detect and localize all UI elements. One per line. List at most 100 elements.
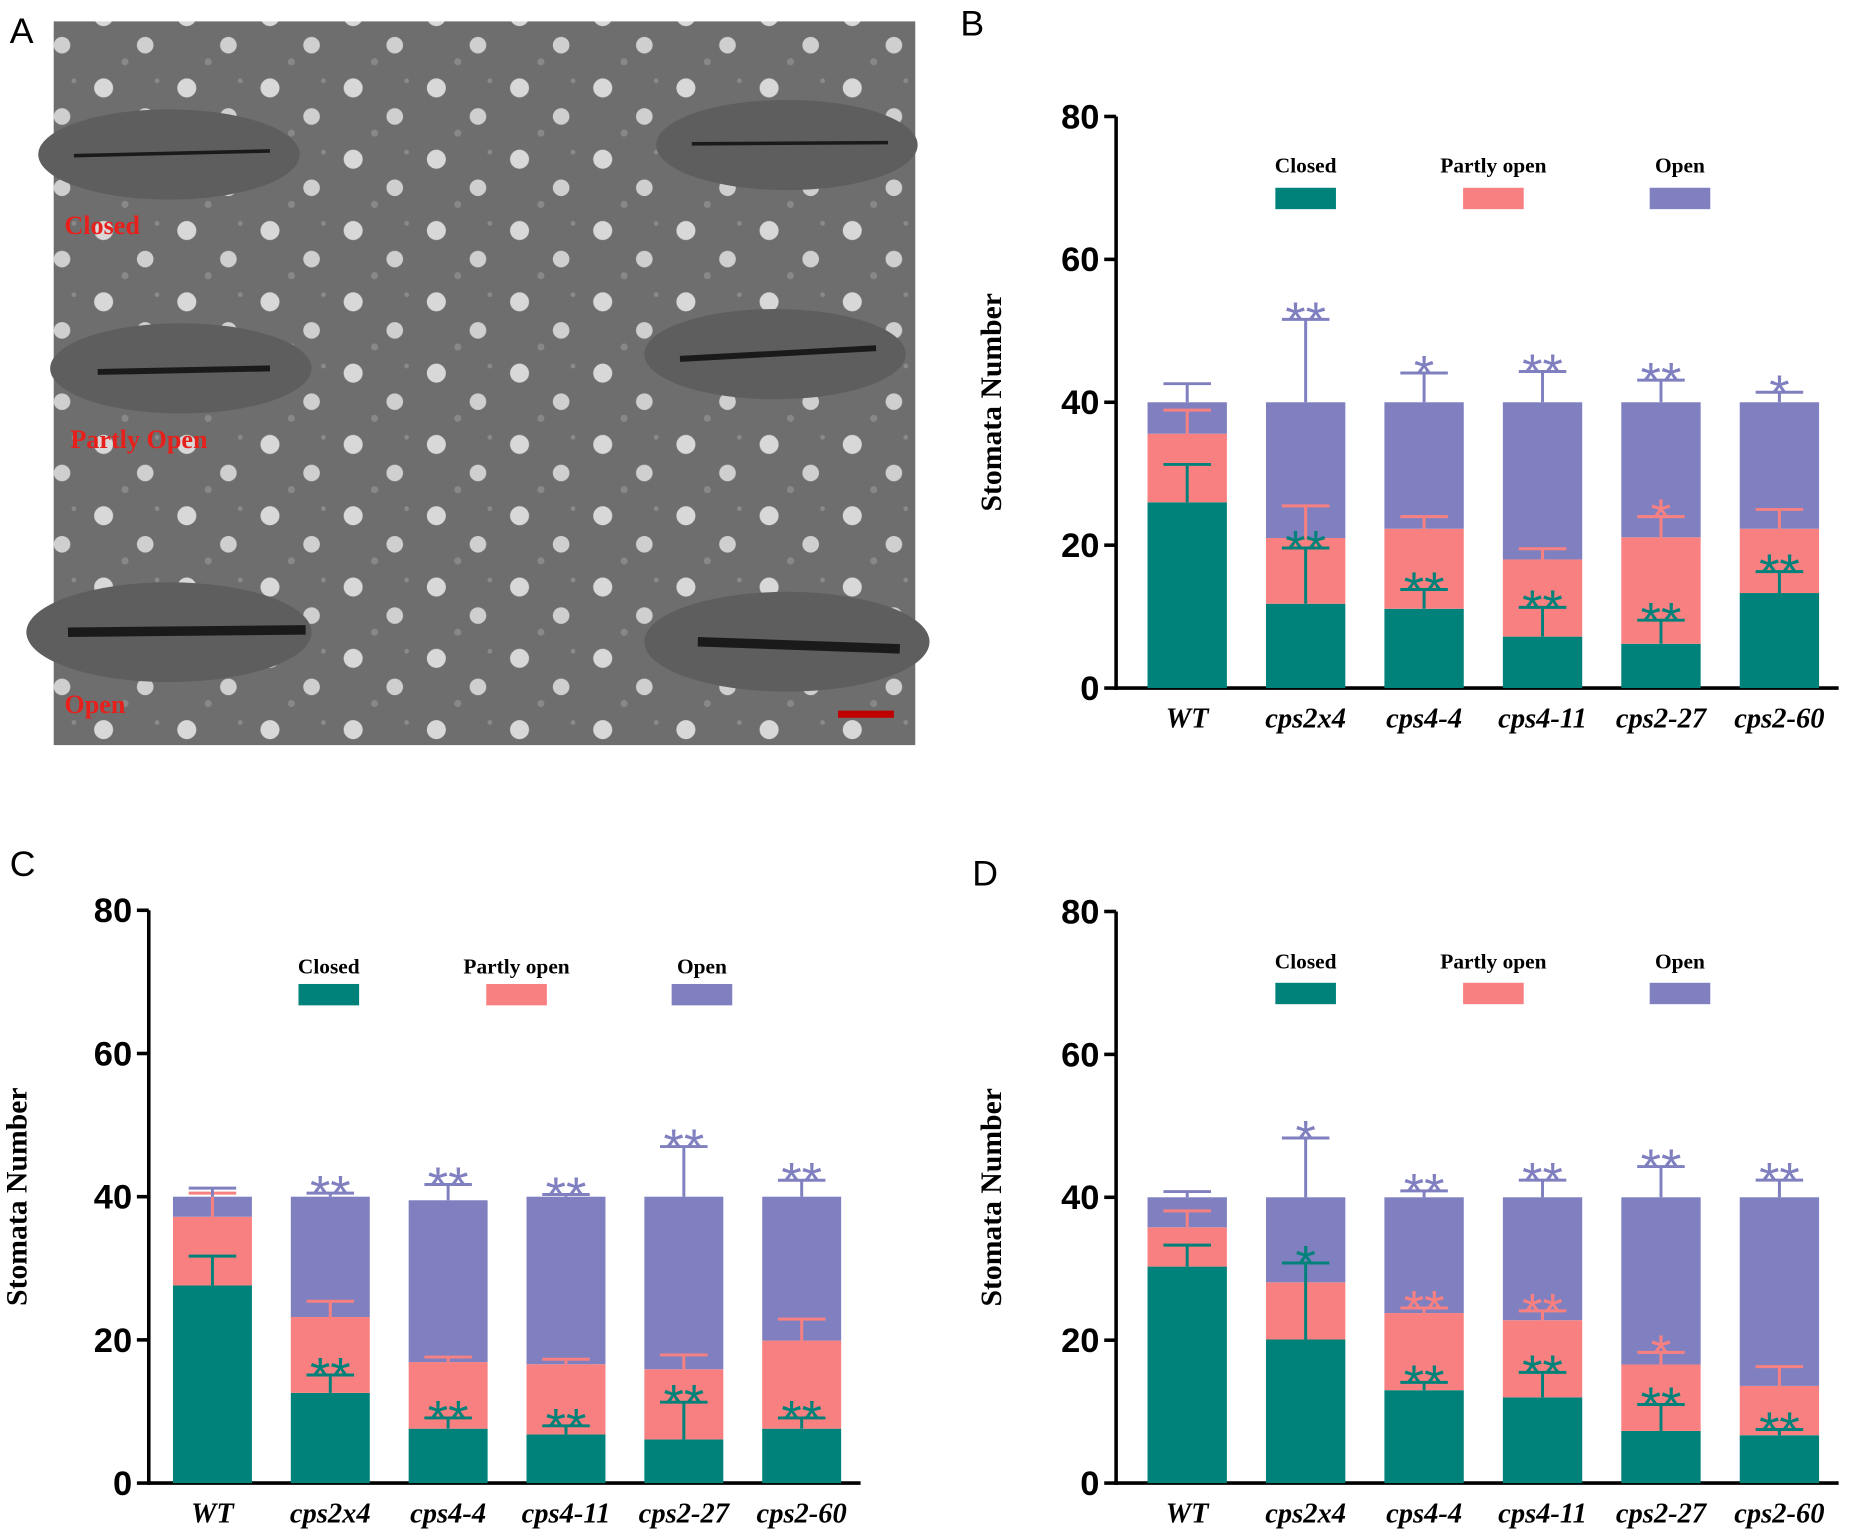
annotation: Open	[64, 690, 125, 719]
y-tick-label: 60	[1061, 1036, 1099, 1074]
legend-swatch	[1463, 982, 1524, 1005]
y-tick-label: 0	[1080, 670, 1099, 708]
y-tick-label: 20	[1061, 527, 1099, 565]
x-tick-label: WT	[191, 1498, 235, 1529]
stoma-slit	[691, 140, 888, 146]
x-tick-label: cps2-60	[1734, 1498, 1824, 1529]
bar-segment	[172, 1285, 252, 1484]
significance-mark: **	[1759, 545, 1800, 603]
legend-label: Closed	[1275, 950, 1337, 974]
y-tick-label: 40	[1061, 1179, 1099, 1217]
legend-swatch	[1463, 187, 1524, 210]
legend-label: Open	[1655, 950, 1705, 974]
x-tick-label: cps2x4	[1265, 703, 1346, 734]
bar-segment	[1739, 402, 1820, 529]
bar-segment	[1621, 1197, 1701, 1365]
significance-mark: **	[1404, 1164, 1445, 1222]
stoma-slit	[67, 625, 306, 637]
bar-segment	[1384, 1197, 1464, 1314]
significance-mark: *	[1295, 1236, 1315, 1294]
bar-segment	[408, 1200, 488, 1363]
x-tick-label: cps2-27	[1616, 703, 1708, 734]
panel-label: B	[960, 4, 984, 44]
significance-mark: **	[1522, 580, 1563, 638]
significance-mark: *	[1769, 365, 1789, 423]
bar-segment	[1147, 502, 1227, 689]
significance-mark: **	[428, 1391, 469, 1449]
stoma-slit	[697, 636, 900, 654]
significance-mark: **	[781, 1391, 822, 1449]
significance-mark: **	[1522, 345, 1563, 403]
y-axis-label: Stomata Number	[976, 293, 1008, 512]
bar-segment	[1739, 1385, 1820, 1436]
significance-mark: **	[1641, 1140, 1682, 1198]
y-tick-label: 40	[94, 1179, 132, 1217]
legend-swatch	[486, 983, 547, 1006]
bar-segment	[1147, 1266, 1227, 1484]
x-tick-label: cps4-11	[522, 1498, 611, 1529]
significance-mark: **	[546, 1399, 587, 1457]
bar-segment	[408, 1428, 488, 1484]
legend-label: Open	[677, 954, 727, 978]
significance-mark: **	[428, 1158, 469, 1216]
y-tick-label: 0	[113, 1465, 132, 1503]
bar-segment	[1265, 603, 1346, 689]
scale-bar	[838, 710, 894, 718]
bar-segment	[1739, 1435, 1820, 1484]
bar-segment	[1384, 1390, 1464, 1484]
sem-image: Closed Partly Open Open	[26, 21, 930, 746]
significance-mark: **	[1522, 1153, 1563, 1211]
bar-segment	[526, 1364, 606, 1435]
legend-swatch	[1275, 187, 1336, 210]
legend-label: Closed	[298, 954, 360, 978]
y-axis-label: Stomata Number	[1, 1087, 33, 1306]
legend-label: Open	[1655, 153, 1705, 177]
bar-segment	[526, 1434, 606, 1484]
bar-segment	[1621, 643, 1701, 689]
significance-mark: **	[1404, 1281, 1445, 1339]
bar-segment	[1502, 1197, 1583, 1321]
y-tick-label: 20	[1061, 1322, 1099, 1360]
y-tick-label: 0	[1080, 1465, 1099, 1503]
x-tick-label: cps2x4	[290, 1498, 371, 1529]
x-tick-label: cps2-27	[1616, 1498, 1708, 1529]
stoma-slit	[73, 149, 271, 158]
bar-segment	[762, 1428, 842, 1484]
legend-swatch	[1649, 982, 1711, 1005]
bar-segment	[762, 1340, 842, 1429]
legend-swatch	[671, 983, 733, 1006]
bar-segment	[1621, 1430, 1701, 1484]
bar-segment	[1265, 1339, 1346, 1484]
bar-segment	[1384, 608, 1464, 689]
significance-mark: **	[1404, 1355, 1445, 1413]
bar-segment	[762, 1196, 842, 1341]
bar-segment	[290, 1196, 370, 1317]
significance-mark: **	[1641, 1378, 1682, 1436]
bar-segment	[644, 1196, 724, 1370]
bar-segment	[1384, 402, 1464, 529]
x-tick-label: cps2-27	[639, 1498, 731, 1529]
significance-mark: *	[1295, 1111, 1315, 1169]
significance-mark: **	[781, 1153, 822, 1211]
x-tick-label: cps4-4	[1386, 703, 1462, 734]
legend-swatch	[298, 983, 360, 1006]
significance-mark: **	[1522, 1345, 1563, 1403]
stoma-slit	[679, 345, 877, 362]
significance-mark: **	[1285, 292, 1326, 350]
y-tick-label: 20	[94, 1322, 132, 1360]
bar-segment	[1502, 636, 1583, 689]
significance-mark: *	[1414, 346, 1434, 404]
annotation: Partly Open	[70, 425, 208, 454]
y-axis-label: Stomata Number	[976, 1088, 1008, 1307]
x-tick-label: cps4-4	[410, 1498, 486, 1529]
bar-segment	[1621, 402, 1701, 538]
bar-segment	[1739, 1197, 1820, 1386]
bar-segment	[644, 1439, 724, 1484]
bar-segment	[290, 1392, 370, 1484]
bar-segment	[526, 1196, 606, 1365]
significance-mark: **	[1404, 562, 1445, 620]
legend-swatch	[1649, 187, 1711, 210]
panel-label: D	[972, 853, 998, 893]
stoma-slit	[97, 365, 271, 375]
bar-segment	[1384, 1313, 1464, 1391]
